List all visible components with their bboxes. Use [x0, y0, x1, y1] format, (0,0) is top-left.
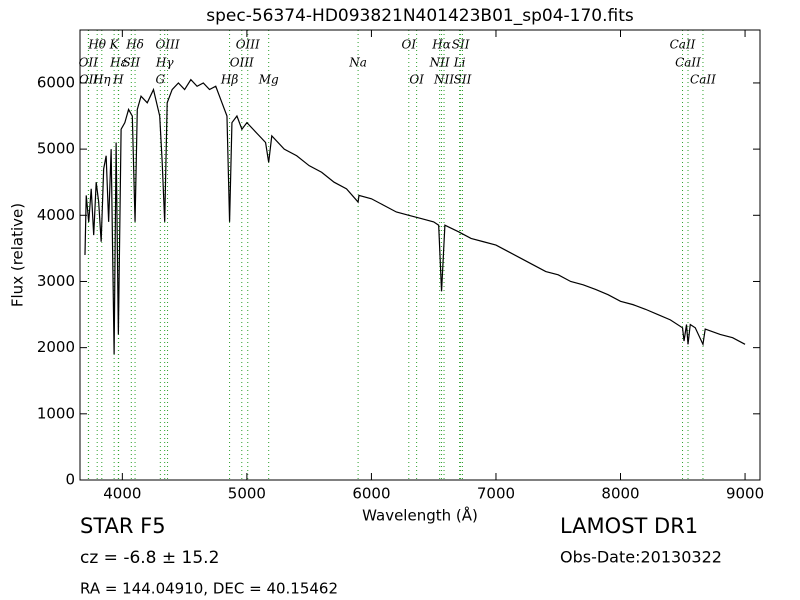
y-tick-label: 4000 — [37, 206, 75, 224]
x-tick-label: 9000 — [726, 485, 764, 503]
spectral-line-label: NII — [433, 73, 454, 87]
spectral-line-label: CaII — [670, 38, 696, 52]
spectral-line-label: K — [109, 38, 120, 52]
spectral-line-label: SII — [454, 73, 472, 87]
y-tick-label: 3000 — [37, 272, 75, 290]
x-tick-label: 6000 — [352, 485, 390, 503]
spectral-line-label: OIII — [230, 56, 254, 70]
spectral-line-label: Hθ — [87, 38, 106, 52]
redshift: cz = -6.8 ± 15.2 — [80, 548, 219, 568]
y-tick-label: 0 — [65, 471, 75, 489]
object-class: STAR F5 — [80, 514, 166, 538]
x-tick-label: 8000 — [601, 485, 639, 503]
spectral-line-label: OI — [409, 73, 424, 87]
spectral-line-label: CaII — [690, 73, 716, 87]
y-tick-label: 5000 — [37, 140, 75, 158]
spectral-line-label: OIII — [236, 38, 260, 52]
spectral-line-label: SII — [122, 56, 140, 70]
y-axis-label: Flux (relative) — [9, 203, 27, 307]
x-tick-label: 5000 — [228, 485, 266, 503]
plot-frame — [79, 29, 761, 481]
spectral-line-label: Hβ — [220, 73, 238, 87]
survey: LAMOST DR1 — [560, 514, 698, 538]
y-tick-label: 1000 — [37, 404, 75, 422]
spectral-line-label: NII — [429, 56, 450, 70]
spectral-line-label: OIII — [156, 38, 180, 52]
spectral-line-label: SII — [452, 38, 470, 52]
spectral-line-label: Na — [348, 56, 367, 70]
spectral-line-label: Li — [453, 56, 466, 70]
x-axis-label: Wavelength (Å) — [362, 506, 478, 525]
spectral-line-label: Hγ — [155, 56, 174, 70]
spectral-line-label: Hδ — [125, 38, 144, 52]
spectral-line-label: Hη — [92, 73, 111, 87]
spectral-line-label: H — [112, 73, 124, 87]
x-tick-label: 4000 — [103, 485, 141, 503]
obs-date: Obs-Date:20130322 — [560, 548, 722, 567]
y-tick-label: 6000 — [37, 73, 75, 91]
spectral-line-label: OI — [402, 38, 417, 52]
coordinates: RA = 144.04910, DEC = 40.15462 — [80, 580, 338, 598]
chart-title: spec-56374-HD093821N401423B01_sp04-170.f… — [206, 6, 634, 26]
x-tick-label: 7000 — [477, 485, 515, 503]
spectrum-line — [84, 78, 746, 355]
spectral-line-label: Mg — [258, 73, 279, 87]
spectral-line-label: CaII — [675, 56, 701, 70]
spectral-line-label: G — [156, 73, 166, 87]
spectral-line-label: Hα — [431, 38, 451, 52]
y-tick-label: 2000 — [37, 338, 75, 356]
